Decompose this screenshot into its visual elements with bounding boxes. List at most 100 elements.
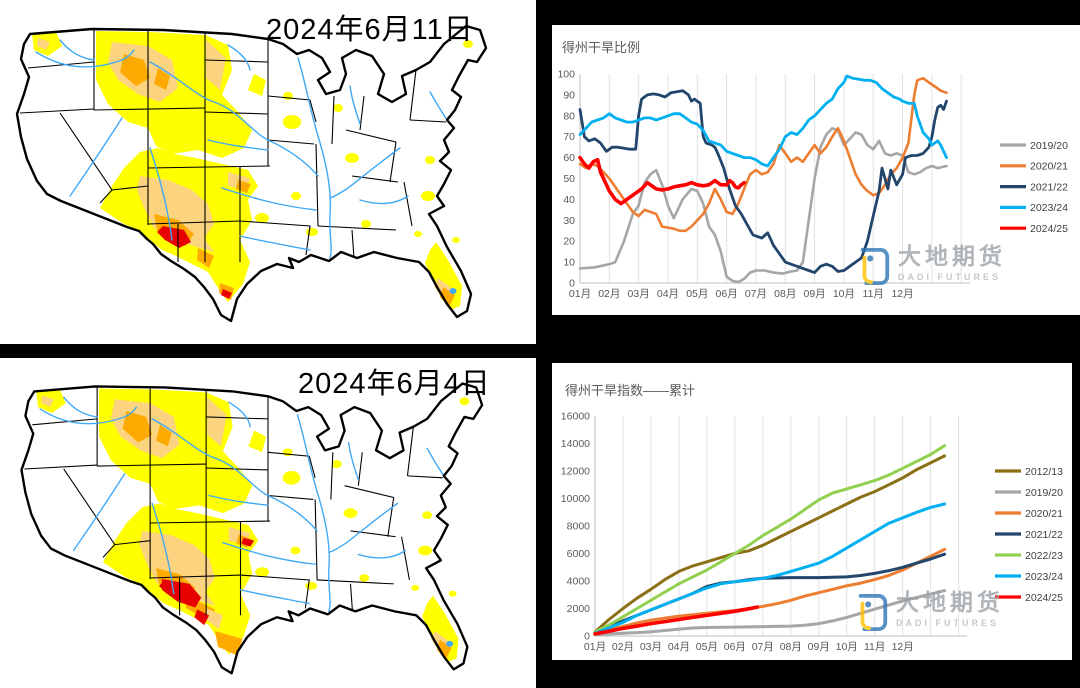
drought-area-d0 [248,430,267,453]
y-tick-label: 14000 [561,438,590,450]
map-date-title-jun4: 2024年6月4日 [298,368,491,400]
state-border [204,59,269,63]
state-border [401,536,410,581]
y-tick-label: 8000 [567,521,591,533]
state-border [150,520,270,524]
state-border [409,119,447,123]
x-tick-label: 03月 [628,288,650,300]
river [221,187,317,211]
drought-area-d1 [139,530,215,606]
river [239,589,310,605]
state-border [63,468,116,558]
y-tick-label: 60 [563,152,575,164]
drought-spot-d0 [255,213,269,223]
drought-spot-d0 [255,567,269,578]
x-tick-label: 12月 [892,641,914,653]
river [227,44,251,71]
us-outline [20,382,484,675]
drought-spot-d0 [448,590,457,597]
drought-area-d3 [221,289,232,299]
drought-spot-d0 [452,237,460,243]
legend-label-2023-24: 2023/24 [1025,571,1063,583]
x-tick-label: 11月 [864,641,885,653]
x-tick-label: 10月 [836,641,858,653]
texas-drought-ratio-chart-panel: 得州干旱比例 0 10 20 30 40 50 60 70 80 90 100 01月 02月 03月 04… [552,25,1080,315]
dadi-futures-watermark: 大地期货 DADI FUTURES [854,245,1006,289]
y-tick-label: 50 [563,173,575,185]
river [349,85,361,125]
x-tick-label: 07月 [745,288,767,300]
drought-spot-d0 [459,397,470,406]
state-border [267,95,317,123]
series-line-2021-22 [578,89,948,275]
y-tick-label: 90 [563,89,575,101]
drought-spot-d0 [290,546,301,555]
state-border [204,111,269,115]
watermark-subtitle: DADI FUTURES [898,272,1001,282]
watermark-subtitle: DADI FUTURES [896,618,999,628]
state-border [24,464,98,470]
state-border [27,61,95,69]
drought-area-d3 [157,226,191,248]
drought-spot-d0 [283,92,293,100]
river [149,147,173,241]
x-tick-label: 10月 [833,288,855,300]
us-drought-map-jun4 [20,382,484,675]
drought-area-d1 [206,40,226,90]
river [151,418,318,532]
state-border [406,426,414,476]
y-tick-label: 30 [563,215,575,227]
state-border [344,485,394,498]
drought-spot-d0 [422,511,433,520]
chart-title-drought-ratio: 得州干旱比例 [562,40,641,55]
us-drought-map-jun11 [15,24,488,323]
state-border [357,452,363,486]
drought-area-d2 [120,54,150,86]
y-tick-label: 80 [563,110,575,122]
drought-spot-d0 [283,115,301,129]
x-tick-label: 01月 [584,641,606,653]
drought-area-d2 [154,68,170,90]
river [59,39,95,61]
drought-area-d0 [248,74,266,96]
legend-label-2019-20: 2019/20 [1025,487,1063,499]
legend-label-2021-22: 2021/22 [1025,529,1063,541]
drought-spot-d0 [411,584,420,591]
drought-area-d1 [207,397,227,447]
state-border [239,220,311,256]
legend-label-2020-21: 2020/21 [1025,508,1063,520]
us-drought-map-panel-jun4: 2024年6月4日 [0,358,536,688]
y-tick-label: 12000 [561,466,590,478]
state-border [330,452,334,500]
state-border [111,185,149,191]
drought-area-d2 [156,424,172,447]
chart-title-drought-index: 得州干旱指数——累计 [565,383,696,398]
state-border [206,416,269,420]
y-tick-label: 10000 [561,493,590,505]
river [239,235,311,251]
x-tick-label: 06月 [724,641,746,653]
state-border [97,463,207,467]
drought-area-d3 [241,537,255,547]
drought-spot-d0 [282,448,293,457]
state-border [147,220,241,225]
state-border [267,139,315,145]
state-border [351,229,355,259]
series-line-2019-20 [578,127,948,284]
state-border [240,574,310,609]
drought-spot-d0 [463,40,473,48]
x-tick-label: 02月 [612,641,634,653]
river [329,147,401,199]
x-tick-label: 11月 [863,288,884,300]
series-line-2020-21 [593,547,947,635]
state-border [331,95,335,145]
x-tick-label: 05月 [686,288,708,300]
river [296,414,331,613]
y-tick-label: 4000 [567,576,591,588]
dadi-futures-watermark: 大地期货 DADI FUTURES [852,591,1004,635]
drought-spot-d0 [331,460,342,468]
x-tick-label: 05月 [696,641,718,653]
drought-spot-d0 [418,545,433,556]
drought-area-d2 [122,411,153,443]
drought-spot-d0 [359,574,370,582]
